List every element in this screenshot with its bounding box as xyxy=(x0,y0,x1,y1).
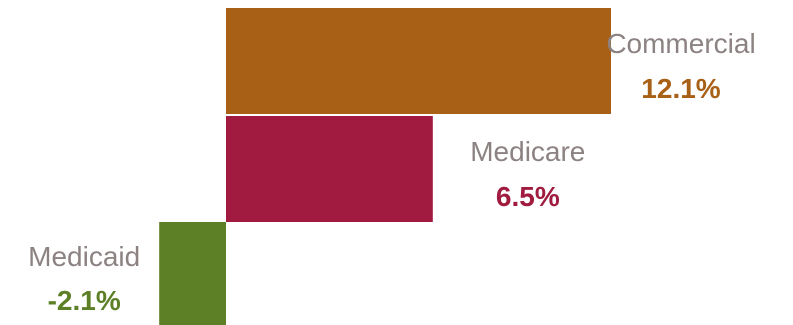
value-label-medicare: 6.5% xyxy=(496,181,560,212)
category-label-medicare: Medicare xyxy=(470,136,585,167)
bar-commercial xyxy=(226,8,611,114)
value-label-medicaid: -2.1% xyxy=(48,285,121,316)
category-label-medicaid: Medicaid xyxy=(28,241,140,272)
bar-medicaid xyxy=(159,222,226,325)
category-label-commercial: Commercial xyxy=(606,28,755,59)
bar-medicare xyxy=(226,116,433,222)
value-label-commercial: 12.1% xyxy=(641,73,720,104)
